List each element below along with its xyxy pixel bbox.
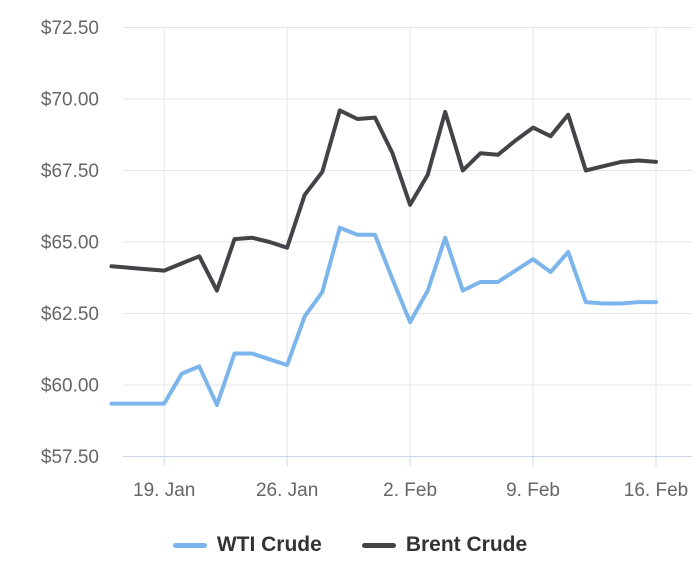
x-axis-label: 16. Feb	[624, 480, 688, 501]
chart-legend: WTI Crude Brent Crude	[0, 533, 700, 557]
brent-series-line[interactable]	[109, 108, 658, 293]
wti-line-swatch-icon	[172, 542, 207, 548]
y-axis-label: $65.00	[41, 233, 99, 254]
brent-line-swatch-icon	[361, 542, 396, 548]
y-axis-label: $67.50	[41, 161, 99, 182]
legend-item-brent[interactable]: Brent Crude	[361, 533, 528, 557]
legend-item-wti[interactable]: WTI Crude	[172, 533, 322, 557]
legend-label-wti: WTI Crude	[216, 533, 322, 556]
y-axis-label: $60.00	[41, 376, 99, 397]
x-axis-label: 2. Feb	[383, 480, 437, 501]
y-axis-label: $57.50	[41, 447, 99, 468]
wti-series-line[interactable]	[109, 225, 658, 407]
y-axis-label: $62.50	[41, 304, 99, 325]
price-chart-svg: $57.50 $60.00 $62.50 $65.00 $67.50 $70.00 $72.…	[41, 18, 692, 501]
x-axis-label: 26. Jan	[256, 480, 318, 501]
x-axis-label: 19. Jan	[133, 480, 195, 501]
y-axis-label: $72.50	[41, 18, 99, 39]
legend-label-brent: Brent Crude	[405, 533, 528, 556]
y-axis-label: $70.00	[41, 90, 99, 111]
x-axis-label: 9. Feb	[506, 480, 560, 501]
